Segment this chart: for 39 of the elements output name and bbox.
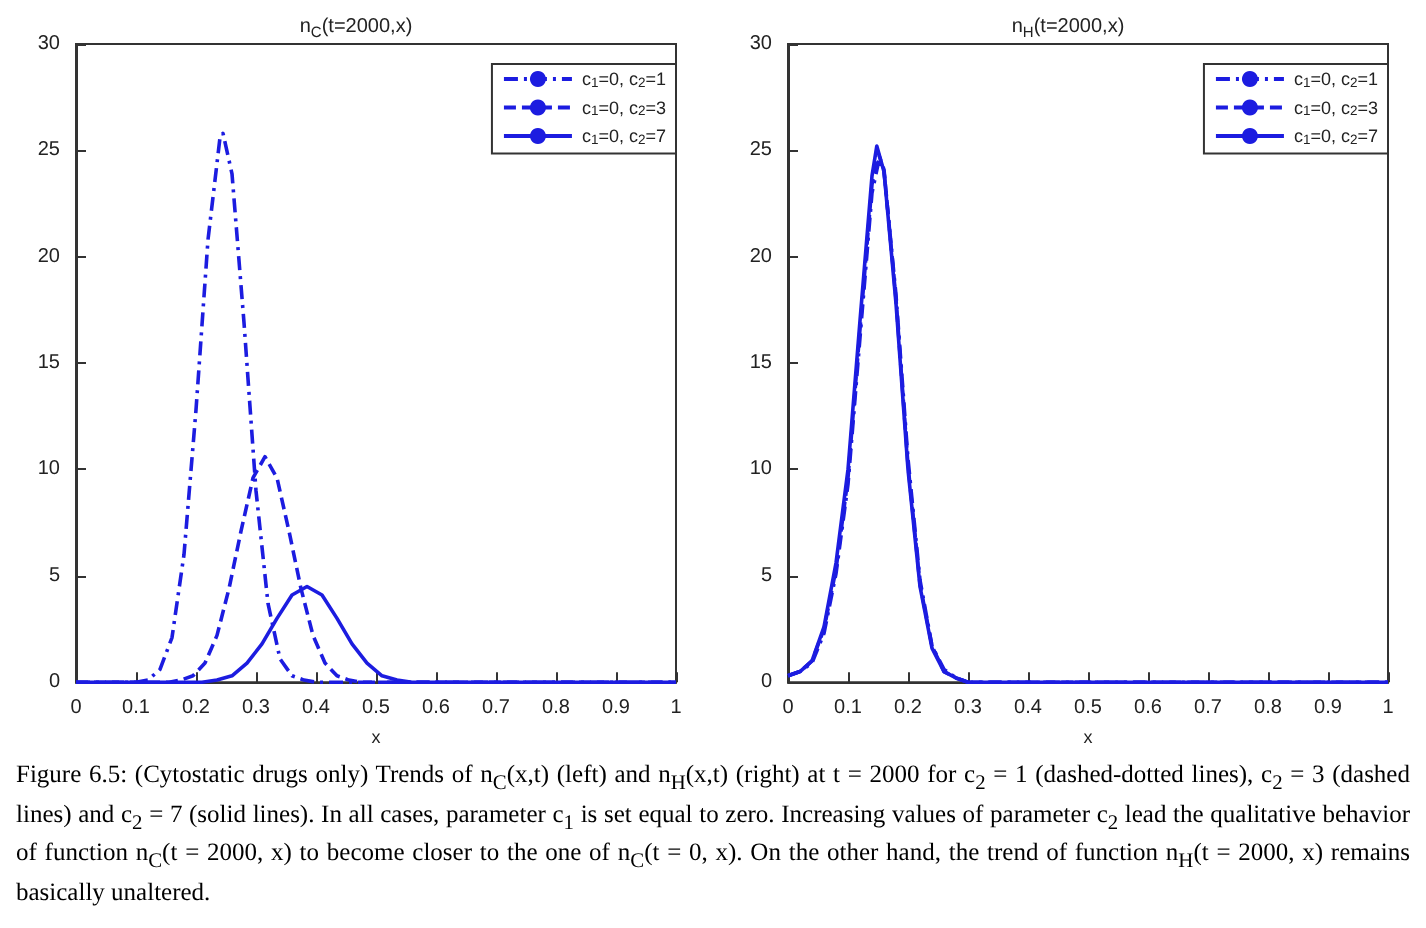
x-axis-title: x (1083, 727, 1094, 747)
x-tick-label: 0.5 (362, 697, 391, 720)
y-tick-label: 30 (37, 33, 61, 55)
y-tick-label: 5 (48, 564, 61, 587)
x-tick-label: 0.9 (602, 697, 631, 720)
text: Figure 6.5: (Cytostatic drugs only) Trends of n$_{C}$(x,t) (left) and n$_{H}$(x,t) (right) at t = 2000 for c$_{2}$ = 1 (dashed-dotted lines), c$_{2}$ = 3 (dashed lines) and c$_{2}$ = 7 (solid lines). In all cases, parameter c$_{1}$ is set equal to zero. Increasing values of parameter c$_{2}$ lead the qualitative behavior of function n$_{C}$(t = 2000, x) to become closer to the one of n$_{C}$(t = 0, x). On the other hand, the trend of function n$_{H}$(t = 2000, x) remains basically unaltered. (16, 760, 1411, 905)
x-tick-label: 0.8 (1254, 697, 1283, 720)
x-tick-label: 0.3 (242, 697, 271, 720)
x-tick-label: 0.7 (482, 697, 511, 720)
x-tick-label: 0.7 (1194, 697, 1223, 720)
x-tick-label: 0.1 (834, 697, 863, 720)
x-tick-label: 0.5 (1074, 697, 1103, 720)
x-tick-label: 1 (670, 697, 683, 720)
y-tick-label: 25 (749, 139, 773, 162)
y-tick-label: 20 (37, 245, 61, 268)
y-tick-label: 5 (760, 564, 773, 587)
y-tick-label: 15 (37, 352, 61, 375)
y-tick-label: 10 (749, 458, 773, 481)
x-axis-title: x (371, 727, 382, 747)
y-tick-label: 25 (37, 139, 61, 162)
x-tick-label: 0.2 (182, 697, 211, 720)
x-tick-label: 0.8 (542, 697, 571, 720)
x-tick-label: 0.2 (894, 697, 923, 720)
x-tick-label: 0.4 (1014, 697, 1043, 720)
x-tick-label: 0.6 (1134, 697, 1163, 720)
x-tick-label: 0 (70, 697, 83, 720)
y-tick-label: 10 (37, 458, 61, 481)
y-tick-label: 0 (48, 671, 61, 694)
x-tick-label: 0.1 (122, 697, 151, 720)
x-tick-label: 1 (1382, 697, 1395, 720)
y-tick-label: 30 (749, 33, 773, 55)
y-tick-label: 0 (760, 671, 773, 694)
x-tick-label: 0.4 (302, 697, 331, 720)
x-tick-label: 0.9 (1314, 697, 1343, 720)
x-tick-label: 0.3 (954, 697, 983, 720)
x-tick-label: 0.6 (422, 697, 451, 720)
x-tick-label: 0 (782, 697, 795, 720)
y-tick-label: 20 (749, 245, 773, 268)
y-tick-label: 15 (749, 352, 773, 375)
